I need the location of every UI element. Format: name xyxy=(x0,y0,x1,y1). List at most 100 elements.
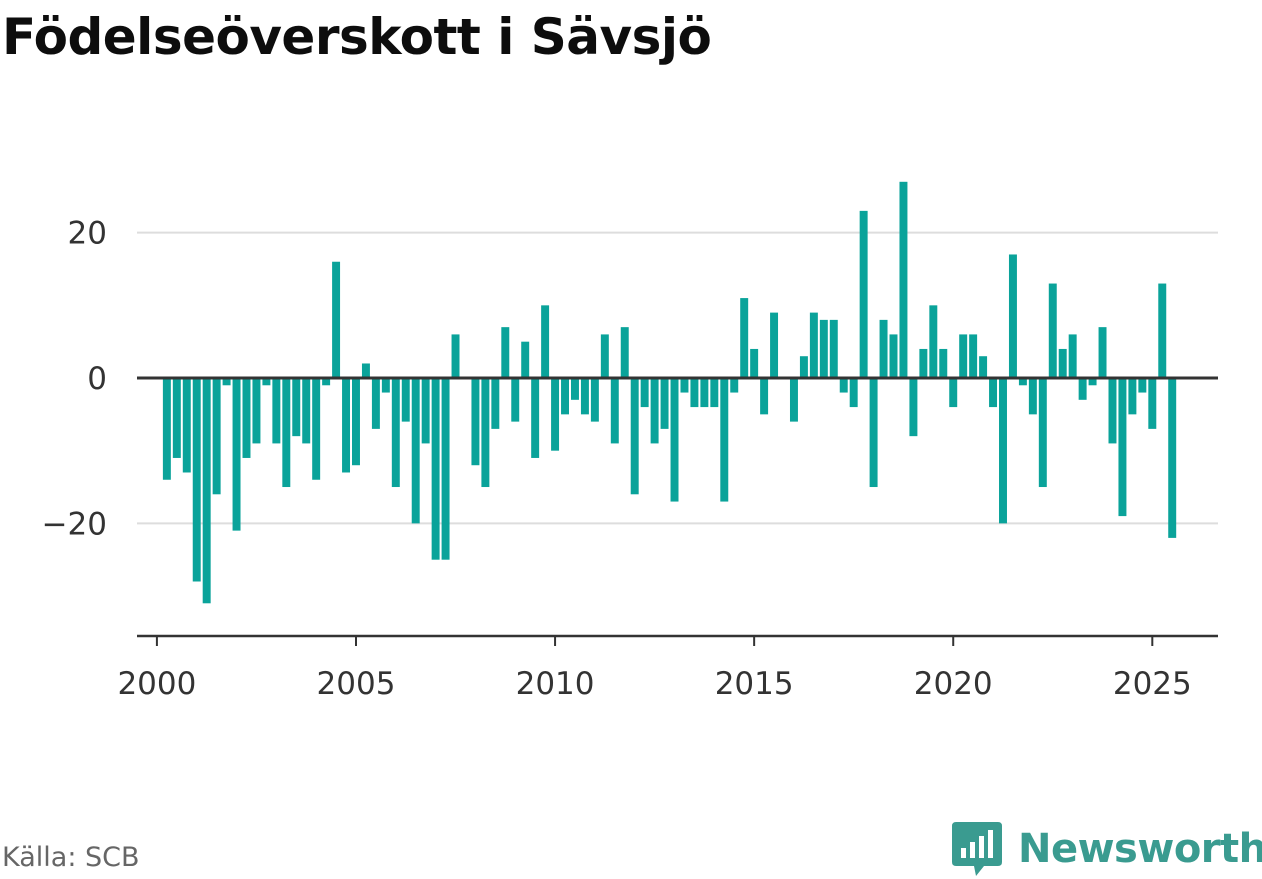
bar xyxy=(1048,283,1057,379)
bar xyxy=(879,319,888,379)
bar xyxy=(919,348,928,379)
bar xyxy=(979,356,988,379)
bar xyxy=(690,378,699,408)
bar xyxy=(600,334,609,379)
y-tick-label: 0 xyxy=(87,361,107,397)
bar xyxy=(242,378,251,458)
bar xyxy=(859,210,868,379)
bar xyxy=(1138,378,1147,393)
brand-logo: Newsworthy xyxy=(950,820,1262,878)
bar xyxy=(501,327,510,379)
x-tick-label: 2010 xyxy=(516,666,595,702)
bar xyxy=(650,378,659,444)
bar xyxy=(899,181,908,379)
bar xyxy=(889,334,898,379)
bar xyxy=(640,378,649,408)
bar xyxy=(292,378,301,437)
bar xyxy=(332,261,341,379)
bar xyxy=(441,378,450,560)
bar xyxy=(561,378,570,415)
bar xyxy=(162,378,171,480)
x-tick-label: 2005 xyxy=(317,666,396,702)
x-tick-label: 2000 xyxy=(117,666,196,702)
axes: 20 0 −20 2000 2005 2010 2015 2020 2025 xyxy=(42,216,1218,702)
bar xyxy=(551,378,560,451)
bar xyxy=(421,378,430,444)
bar xyxy=(740,298,749,379)
grid-lines xyxy=(137,231,1218,525)
bar xyxy=(192,378,201,582)
x-tick-label: 2015 xyxy=(715,666,794,702)
bar xyxy=(809,312,818,379)
newsworthy-logo-icon xyxy=(952,822,1002,876)
bar xyxy=(1008,254,1017,379)
bar xyxy=(720,378,729,502)
bar xyxy=(521,341,530,379)
bar xyxy=(252,378,261,444)
bar xyxy=(580,378,589,415)
bar xyxy=(969,334,978,379)
bar xyxy=(491,378,500,429)
bar xyxy=(322,378,331,386)
y-tick-label: 20 xyxy=(68,216,107,252)
bar xyxy=(819,319,828,379)
bar xyxy=(352,378,360,466)
bar xyxy=(909,378,918,437)
bar xyxy=(1078,378,1087,400)
bar xyxy=(212,378,221,495)
bar xyxy=(182,378,191,473)
bar xyxy=(282,378,291,488)
bar xyxy=(222,378,231,386)
bar xyxy=(481,378,490,488)
bar xyxy=(471,378,480,466)
bar xyxy=(371,378,380,429)
bar xyxy=(710,378,719,408)
bar xyxy=(1068,334,1077,379)
bar xyxy=(630,378,639,495)
bar xyxy=(202,378,211,604)
bar xyxy=(431,378,440,560)
bar xyxy=(849,378,858,408)
chart-title: Födelseöverskott i Sävsjö xyxy=(2,8,712,66)
source-label: Källa: SCB xyxy=(2,842,140,873)
bar xyxy=(989,378,998,408)
bar xyxy=(1098,327,1107,379)
bar xyxy=(999,378,1007,524)
bars xyxy=(162,181,1177,604)
bar xyxy=(660,378,669,429)
bar xyxy=(541,305,550,379)
bar xyxy=(381,378,390,393)
bar xyxy=(1018,378,1027,386)
bar xyxy=(411,378,420,524)
bar xyxy=(511,378,520,422)
bar xyxy=(451,334,460,379)
bar xyxy=(361,363,370,379)
bar xyxy=(342,378,351,473)
bar xyxy=(1028,378,1037,415)
bar xyxy=(391,378,400,488)
bar xyxy=(789,378,798,422)
bar xyxy=(680,378,689,393)
bar xyxy=(799,356,808,379)
bar xyxy=(949,378,958,408)
bar xyxy=(1058,348,1067,379)
bar xyxy=(262,378,271,386)
bar xyxy=(1038,378,1047,488)
bar xyxy=(1088,378,1097,386)
bar xyxy=(232,378,241,531)
bar xyxy=(610,378,619,444)
bar xyxy=(590,378,599,422)
bar xyxy=(1148,378,1157,429)
bar xyxy=(929,305,938,379)
bar xyxy=(730,378,739,393)
bar xyxy=(839,378,848,393)
bar xyxy=(939,348,948,379)
bar xyxy=(750,348,759,379)
bar xyxy=(869,378,878,488)
bar xyxy=(959,334,968,379)
bar xyxy=(1118,378,1127,517)
bar xyxy=(312,378,321,480)
bar xyxy=(829,319,838,379)
bar xyxy=(1128,378,1137,415)
